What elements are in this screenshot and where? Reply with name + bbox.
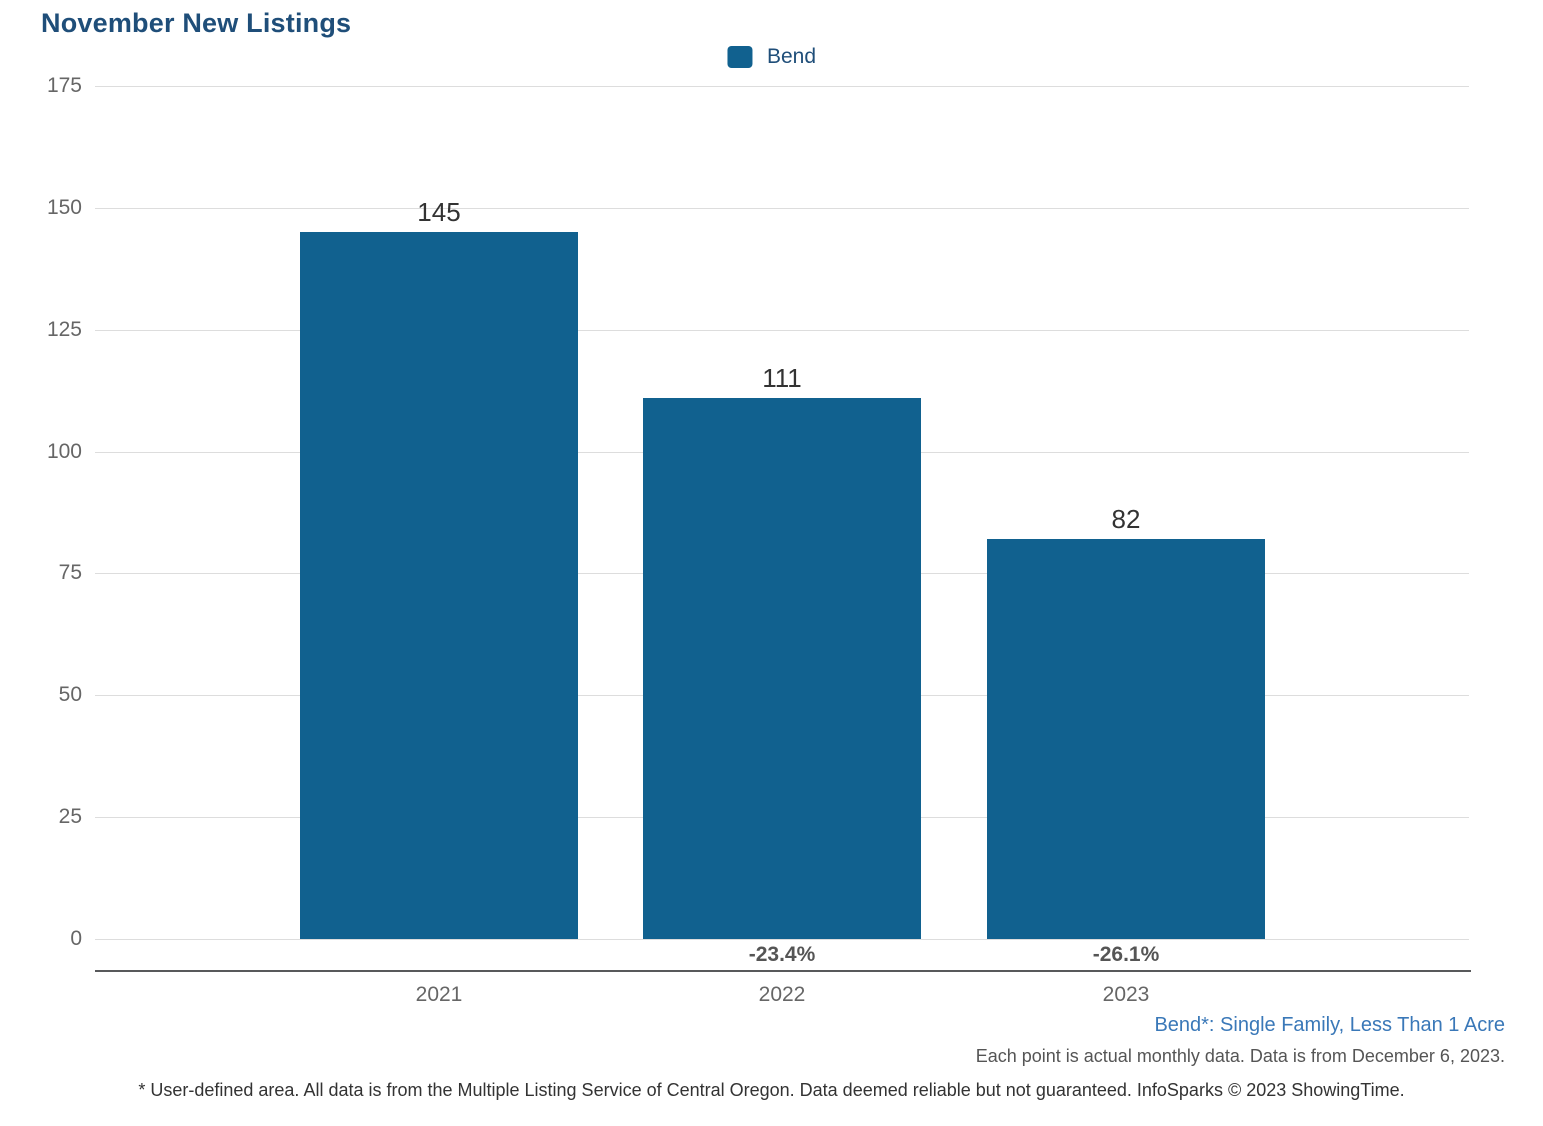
- bar-value-label: 145: [417, 197, 461, 227]
- x-axis-label-2023: 2023: [1102, 983, 1150, 1006]
- chart-legend: Bend: [726, 45, 817, 69]
- y-axis-tick-label: 100: [46, 440, 82, 463]
- y-axis-tick-label: 150: [46, 196, 82, 219]
- bar-value-label: 111: [762, 363, 802, 393]
- bar-pct-change-label: -23.4%: [748, 943, 816, 966]
- x-axis-label-2022: 2022: [758, 983, 806, 1006]
- footer-series-note: Bend*: Single Family, Less Than 1 Acre: [1154, 1014, 1505, 1036]
- bar-2021: [300, 232, 578, 939]
- bar-2023: [987, 539, 1265, 939]
- footer-data-note: Each point is actual monthly data. Data …: [975, 1046, 1505, 1066]
- x-axis-label-2021: 2021: [415, 983, 463, 1006]
- gridline-y-125: [95, 330, 1469, 331]
- y-axis-tick-label: 0: [70, 927, 82, 950]
- gridline-y-175: [95, 86, 1469, 87]
- bar-2022: [643, 398, 921, 939]
- gridline-y-0: [95, 939, 1469, 940]
- gridline-y-150: [95, 208, 1469, 209]
- x-axis-line: [95, 970, 1471, 972]
- legend-swatch-bend: [726, 46, 752, 68]
- bar-pct-change-label: -26.1%: [1092, 943, 1160, 966]
- legend-label-bend: Bend: [766, 45, 817, 68]
- y-axis-tick-label: 50: [58, 683, 82, 706]
- y-axis-tick-label: 25: [58, 805, 82, 828]
- footer-disclaimer: * User-defined area. All data is from th…: [138, 1080, 1405, 1100]
- bar-value-label: 82: [1111, 504, 1141, 534]
- y-axis-tick-label: 125: [46, 318, 82, 341]
- chart-title: November New Listings: [41, 8, 352, 38]
- y-axis-tick-label: 175: [46, 74, 82, 97]
- y-axis-tick-label: 75: [58, 561, 82, 584]
